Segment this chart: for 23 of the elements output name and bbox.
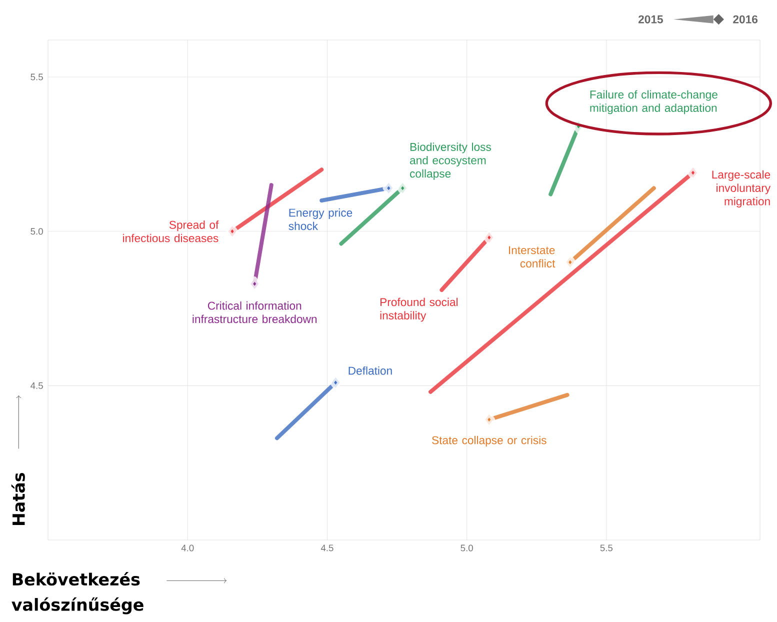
x-tick-label: 4.0 <box>181 544 194 552</box>
series-label: Large-scale involuntary migration <box>712 170 771 208</box>
y-tick-label: 5.0 <box>30 228 43 235</box>
x-tick-label: 4.5 <box>320 544 334 552</box>
x-axis-title: Bekövetkezés valószínűsége <box>12 572 144 614</box>
y-axis-title: Hatás <box>11 472 25 525</box>
text: 2016 <box>733 15 758 24</box>
series-label: Deflation <box>348 366 392 375</box>
x-tick-label: 5.5 <box>600 544 613 552</box>
point <box>226 224 238 239</box>
text: 2015 <box>638 15 663 24</box>
series-label: Interstate conflict <box>509 246 556 268</box>
series-label: Biodiversity loss and ecosystem collapse <box>410 142 491 180</box>
text: Critical information infrastructure breakdown <box>192 301 317 324</box>
y-tick-label: 5.5 <box>30 74 43 80</box>
series-label: Spread of infectious diseases <box>123 220 219 242</box>
x-tick-label: 5.0 <box>460 544 473 552</box>
series-label: Energy price shock <box>288 208 352 230</box>
series-label: Profound social instability <box>380 298 458 322</box>
point <box>483 412 496 427</box>
y-tick-label: 4.5 <box>30 382 43 389</box>
series-label: Failure of climate-change mitigation and adaptation <box>590 90 718 114</box>
series-label: State collapse or crisis <box>432 436 546 446</box>
